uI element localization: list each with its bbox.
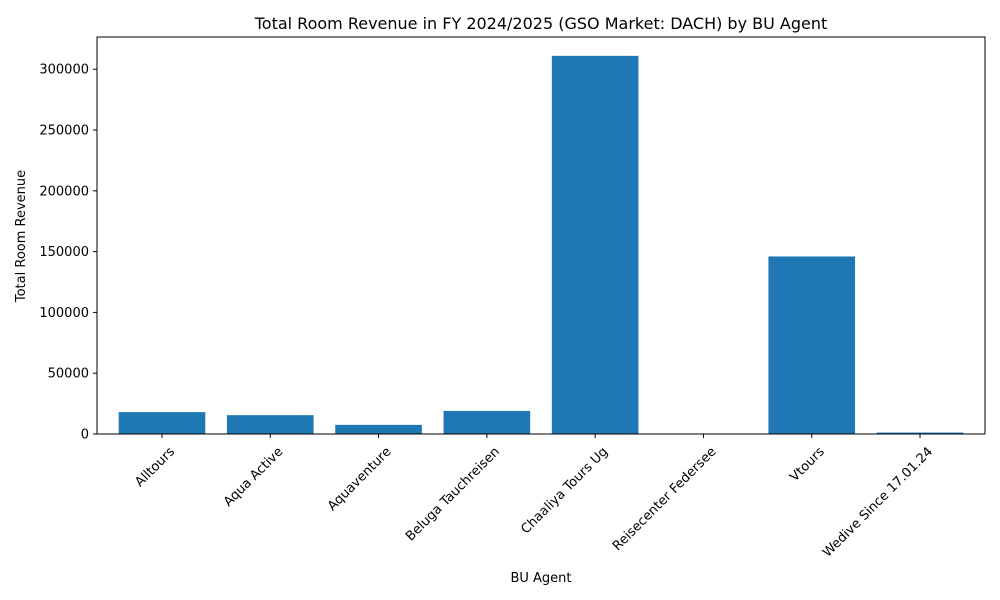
y-tick-label: 150000 [39, 245, 89, 260]
bars-group [118, 55, 964, 434]
y-tick-label: 0 [81, 428, 89, 443]
bar-chaaliya-tours-ug [551, 55, 639, 434]
x-tick-label: Wedive Since 17.01.24 [820, 444, 936, 560]
x-tick-label: Alltours [132, 444, 178, 490]
y-tick-label: 300000 [39, 63, 89, 78]
y-axis-label: Total Room Revenue [14, 170, 29, 303]
bar-aqua-active [226, 415, 314, 434]
y-tick-label: 200000 [39, 184, 89, 199]
y-tick-label: 100000 [39, 306, 89, 321]
x-tick-label: Chaaliya Tours Ug [518, 444, 611, 537]
bar-beluga-tauchreisen [443, 410, 531, 434]
x-tick-label: Vtours [787, 444, 828, 485]
bar-vtours [768, 256, 856, 434]
chart-title: Total Room Revenue in FY 2024/2025 (GSO … [254, 14, 828, 33]
plot-frame [96, 36, 986, 435]
y-tick-label: 250000 [39, 124, 89, 139]
x-axis-ticks: Alltours Aqua Active Aquaventure Beluga Tau… [132, 434, 936, 560]
x-axis-label: BU Agent [510, 571, 571, 586]
bar-aquaventure [335, 424, 422, 434]
y-axis-ticks: 0 50000 100000 150000 200000 250000 300000 [39, 63, 97, 443]
x-tick-label: Aquaventure [325, 444, 395, 514]
bar-alltours [118, 412, 206, 434]
x-tick-label: Reisecenter Federsee [610, 444, 720, 554]
y-tick-label: 50000 [48, 367, 89, 382]
x-tick-label: Aqua Active [221, 444, 286, 509]
bar-wedive-since-17-01-24 [876, 432, 964, 434]
x-tick-label: Beluga Tauchreisen [403, 444, 503, 544]
